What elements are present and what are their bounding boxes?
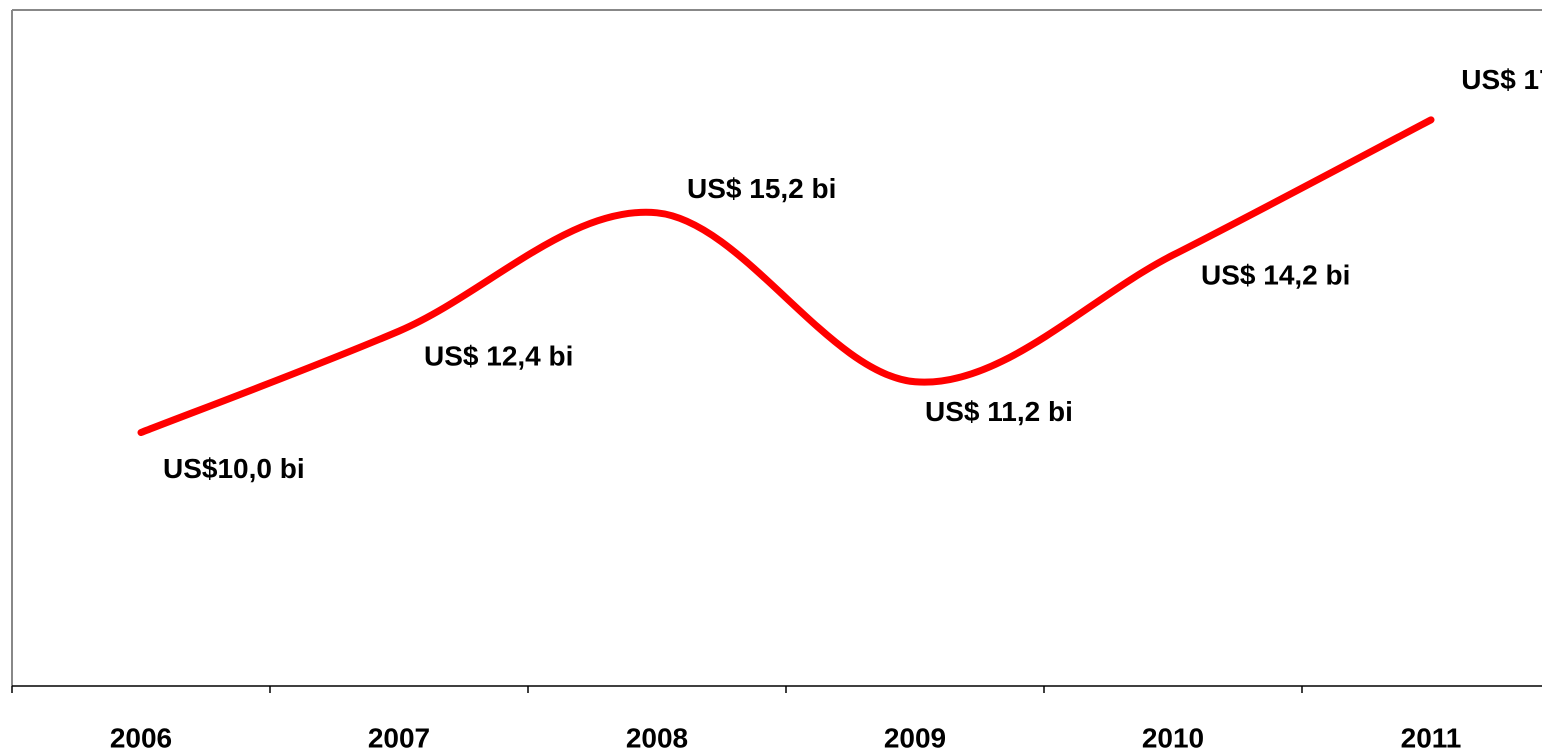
- data-label: US$ 14,2 bi: [1201, 259, 1350, 290]
- x-tick-label: 2006: [110, 722, 172, 753]
- line: [137, 116, 1435, 436]
- x-tick-label: 2011: [1401, 722, 1462, 753]
- data-label: US$ 12,4 bi: [424, 340, 573, 371]
- x-tick-label: 2008: [626, 722, 688, 753]
- data-label: US$ 11,2 bi: [925, 396, 1073, 427]
- data-label: US$ 15,2 bi: [687, 173, 836, 204]
- x-tick-label: 2009: [884, 722, 946, 753]
- data-label: US$10,0 bi: [163, 453, 305, 484]
- x-tick-label: 2010: [1142, 722, 1204, 753]
- x-tick-label: 2007: [368, 722, 430, 753]
- data-label: US$ 17,4 bi: [1461, 64, 1542, 95]
